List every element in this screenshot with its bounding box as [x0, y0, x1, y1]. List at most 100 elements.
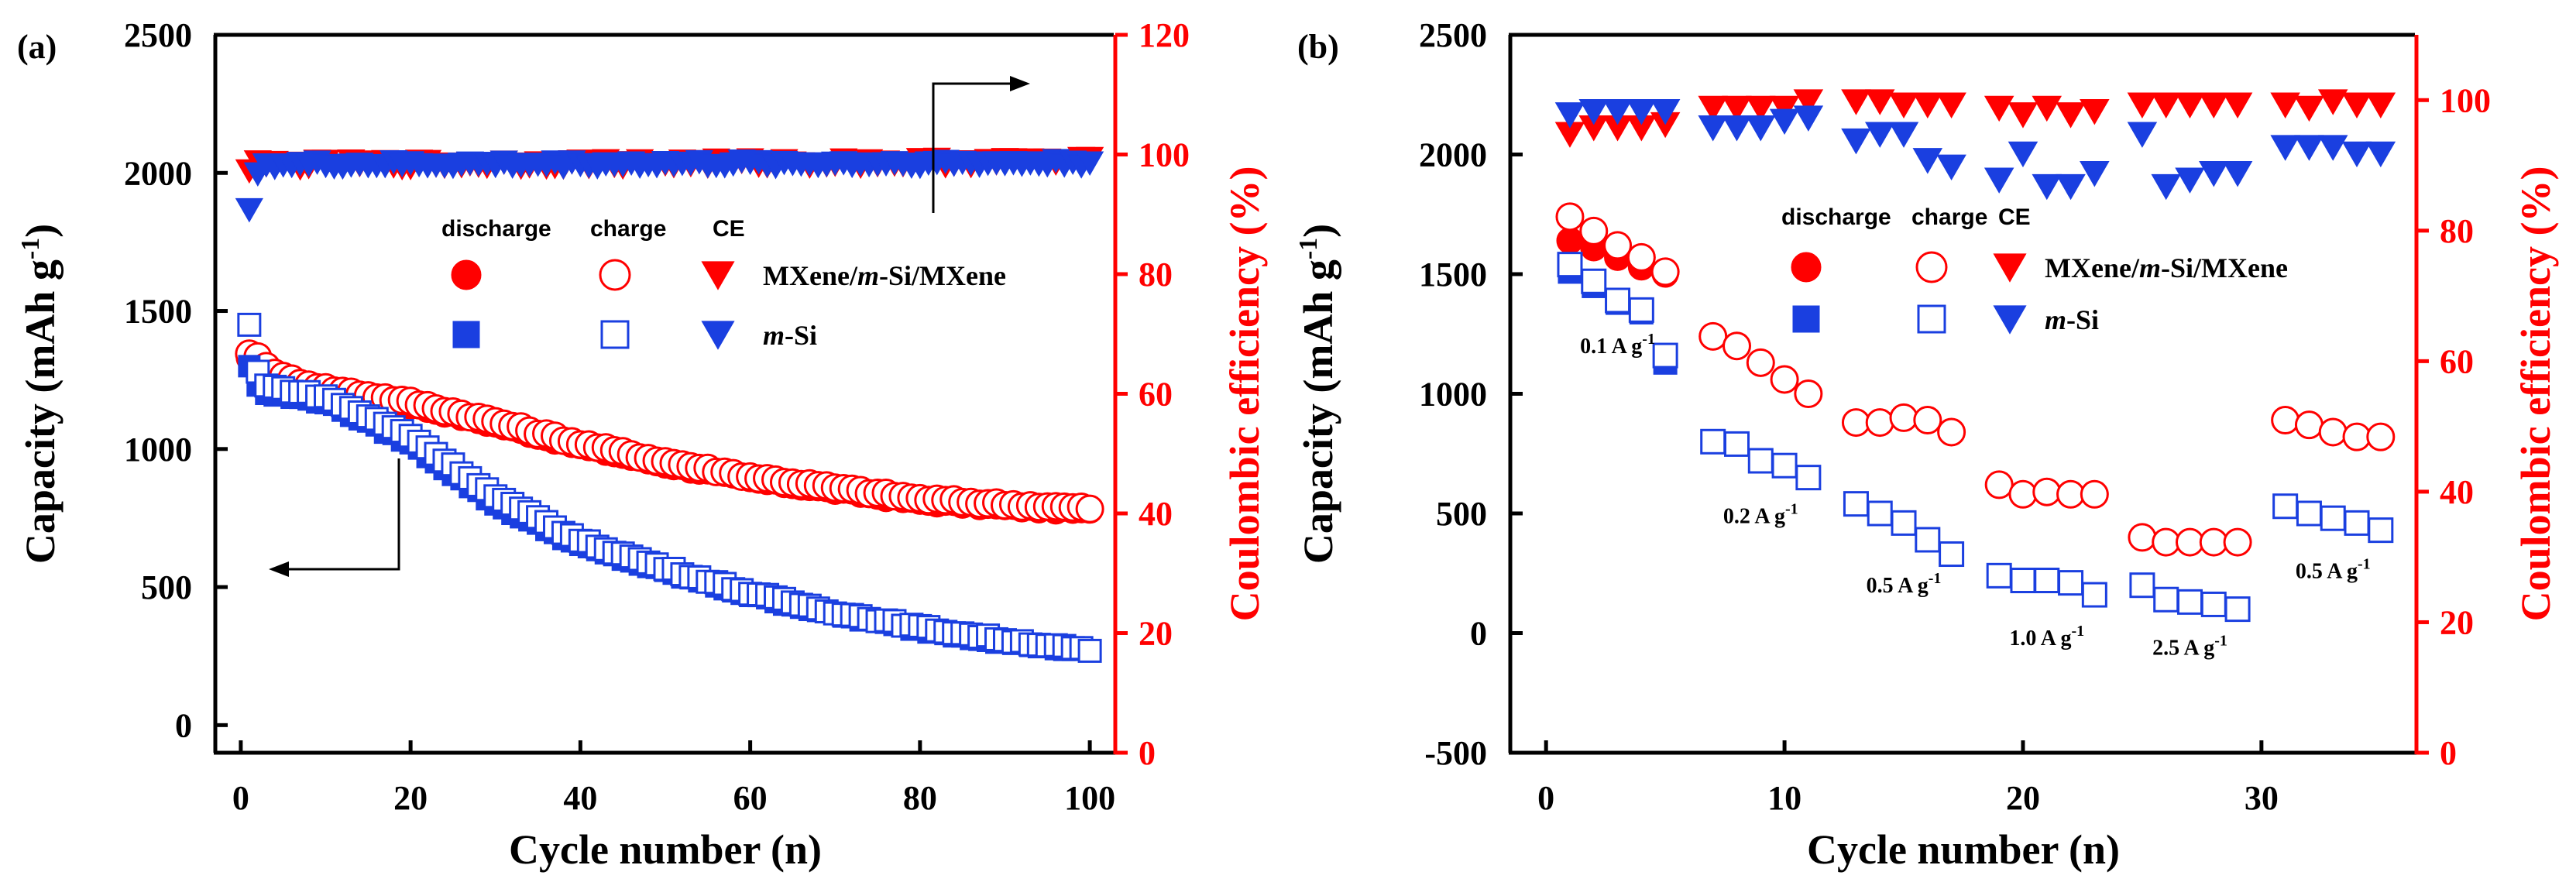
- rate-label: 1.0 A g-1: [2009, 623, 2084, 651]
- data-point: [1793, 105, 1824, 132]
- y-left-tick-label: 0: [1470, 615, 1487, 653]
- legend-name-msi: m-Si: [763, 320, 817, 351]
- data-point: [1578, 98, 1609, 125]
- data-point: [1700, 428, 1726, 455]
- data-point: [1771, 452, 1798, 479]
- data-point: [2320, 505, 2346, 531]
- legend-marker-ce-mxene: [1993, 253, 2027, 283]
- rate-label-text: 2.5 A g: [2152, 636, 2214, 660]
- data-point: [2294, 95, 2324, 122]
- data-point: [2224, 596, 2251, 623]
- data-point: [2008, 141, 2038, 168]
- data-point: [1841, 408, 1870, 438]
- data-point: [2294, 410, 2324, 440]
- data-point: [2081, 582, 2107, 608]
- x-axis-label: Cycle number (n): [1807, 826, 2120, 873]
- rate-label-text: 0.5 A g: [1867, 574, 1929, 598]
- y-right-tick-label: 120: [1139, 16, 1190, 54]
- data-point: [1557, 252, 1583, 278]
- data-point: [1652, 342, 1678, 369]
- data-point: [2368, 517, 2394, 544]
- y-axis-left-label-sup: -1: [16, 238, 45, 259]
- rate-label-sup: -1: [2358, 555, 2371, 572]
- data-point: [237, 312, 262, 337]
- data-point: [2056, 173, 2086, 201]
- y-right-tick-label: 0: [2440, 734, 2457, 772]
- legend-header: charge: [590, 216, 666, 242]
- data-point: [2080, 479, 2109, 509]
- x-tick-label: 40: [563, 779, 597, 817]
- data-point: [1698, 95, 1728, 122]
- data-point: [1770, 365, 1799, 394]
- data-point: [1984, 167, 2014, 194]
- x-tick-label: 0: [1537, 779, 1554, 817]
- data-point: [2056, 479, 2086, 509]
- y-left-tick-label: 2000: [124, 154, 192, 192]
- data-point: [1698, 321, 1728, 351]
- data-point: [1794, 379, 1823, 408]
- data-point: [2153, 586, 2179, 613]
- chart-panel-a: (a)0 20 40 60 80 1000500100015002000250002040…: [16, 16, 1268, 873]
- data-point: [1722, 331, 1751, 361]
- y-right-tick-label: 100: [1139, 136, 1190, 174]
- legend-name-part: -Si: [785, 320, 817, 351]
- data-point: [235, 197, 263, 223]
- legend-header: discharge: [1781, 204, 1891, 230]
- data-point: [2129, 572, 2155, 599]
- data-point: [1077, 638, 1102, 663]
- legend-marker-charge-msi: [1917, 304, 1946, 334]
- series-m-si-ce: [1554, 98, 2396, 201]
- data-point: [2032, 477, 2062, 506]
- y-axis-right-label: Coulombic efficiency (%): [1221, 166, 1268, 622]
- y-left-tick-label: 2000: [1419, 136, 1487, 174]
- data-point: [1746, 95, 1776, 122]
- legend-header: CE: [1998, 204, 2031, 230]
- y-right-tick-label: 40: [1139, 495, 1173, 533]
- data-point: [1939, 541, 1965, 568]
- legend-name-italic: m: [2139, 252, 2161, 283]
- rate-label-sup: -1: [2214, 632, 2227, 649]
- data-point: [1986, 562, 2012, 589]
- rate-label-sup: -1: [2071, 623, 2084, 640]
- data-point: [2341, 141, 2372, 168]
- legend-name-part: -Si/MXene: [2161, 252, 2288, 283]
- chart-panel-b: (b) 0 10 20 30 -500 0 500 1000 1500 2000 2500 0 20 40 6…: [1294, 16, 2559, 873]
- data-point: [2271, 405, 2300, 434]
- data-point: [1650, 257, 1680, 287]
- data-point: [2199, 527, 2228, 557]
- data-point: [1746, 115, 1776, 142]
- data-point: [1556, 227, 1584, 255]
- legend-name-mxene: MXene/m-Si/MXene: [763, 260, 1006, 291]
- data-point: [1605, 287, 1631, 314]
- data-point: [1891, 510, 1917, 536]
- rate-label-sup: -1: [1642, 331, 1655, 348]
- data-point: [1889, 403, 1918, 432]
- series-mxene-m-si-mxene-charge: [1555, 202, 2396, 557]
- data-point: [2176, 527, 2204, 557]
- arrow-right-axis-head: [1010, 76, 1030, 91]
- rate-label-text: 0.2 A g: [1723, 504, 1785, 528]
- x-tick-label: 80: [903, 779, 937, 817]
- data-point: [1865, 408, 1894, 438]
- data-point: [1603, 231, 1633, 260]
- data-point: [2296, 500, 2322, 527]
- data-point: [1698, 115, 1728, 142]
- data-point: [2151, 173, 2181, 201]
- y-left-tick-label: 500: [1436, 495, 1487, 533]
- y-axis-left-label-main: Capacity (mAh g: [1295, 259, 1341, 564]
- y-right-tick-label: 20: [1139, 615, 1173, 653]
- data-point: [1843, 491, 1869, 517]
- rate-label-text: 0.5 A g: [2296, 559, 2358, 583]
- data-point: [2032, 173, 2063, 201]
- legend-name-part: -Si/MXene: [879, 260, 1006, 291]
- data-point: [2270, 92, 2300, 118]
- legend-name-italic: m: [763, 320, 785, 351]
- data-point: [2272, 493, 2299, 520]
- data-point: [2270, 135, 2300, 161]
- y-left-tick-label: 1500: [1419, 256, 1487, 294]
- data-point: [2366, 422, 2396, 451]
- data-point: [1793, 89, 1824, 115]
- data-point: [2317, 89, 2348, 115]
- legend-header: discharge: [441, 216, 551, 242]
- y-left-tick-label: 0: [175, 706, 192, 744]
